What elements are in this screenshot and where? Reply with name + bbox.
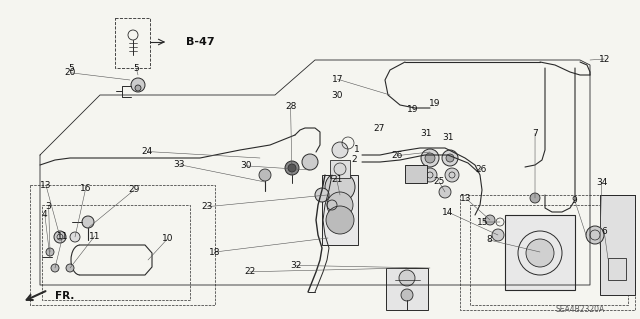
Circle shape	[46, 248, 54, 256]
Circle shape	[485, 215, 495, 225]
Bar	[30, 185, 215, 305]
Text: 13: 13	[460, 194, 472, 203]
Text: 9: 9	[572, 196, 577, 205]
Circle shape	[54, 231, 66, 243]
Text: FR.: FR.	[55, 291, 74, 301]
Circle shape	[526, 239, 554, 267]
Bar	[505, 215, 575, 290]
Text: 26: 26	[476, 165, 487, 174]
Bar	[322, 175, 358, 245]
Bar	[330, 160, 350, 178]
Circle shape	[259, 169, 271, 181]
Bar	[42, 205, 190, 300]
Circle shape	[446, 154, 454, 162]
Text: 2: 2	[351, 155, 356, 164]
Circle shape	[51, 264, 59, 272]
Text: 22: 22	[244, 267, 255, 276]
Text: 16: 16	[80, 184, 92, 193]
Text: 5: 5	[68, 64, 74, 73]
Bar	[115, 18, 150, 68]
Circle shape	[334, 163, 346, 175]
Circle shape	[530, 193, 540, 203]
Text: 3: 3	[46, 202, 51, 211]
Text: 10: 10	[162, 234, 173, 243]
Text: 33: 33	[173, 160, 185, 169]
Bar	[386, 268, 428, 310]
Text: 30: 30	[241, 161, 252, 170]
Text: 8: 8	[486, 235, 492, 244]
Text: 29: 29	[129, 185, 140, 194]
Text: 5: 5	[134, 64, 139, 73]
Text: 34: 34	[596, 178, 607, 187]
Text: 24: 24	[141, 147, 153, 156]
Circle shape	[315, 188, 329, 202]
Circle shape	[439, 186, 451, 198]
Text: 12: 12	[598, 55, 610, 63]
Text: SEA4B2320A: SEA4B2320A	[555, 306, 604, 315]
Circle shape	[401, 289, 413, 301]
Text: 18: 18	[209, 248, 221, 256]
Circle shape	[492, 229, 504, 241]
Text: 17: 17	[332, 75, 343, 84]
Circle shape	[135, 85, 141, 91]
Circle shape	[325, 172, 355, 202]
Circle shape	[66, 264, 74, 272]
Text: 14: 14	[442, 208, 454, 217]
Text: 19: 19	[429, 99, 441, 108]
Text: 19: 19	[407, 105, 419, 114]
Text: 31: 31	[420, 129, 432, 138]
Text: 27: 27	[373, 124, 385, 133]
Text: 1: 1	[355, 145, 360, 154]
Circle shape	[421, 149, 439, 167]
Circle shape	[285, 161, 299, 175]
Circle shape	[423, 168, 437, 182]
Circle shape	[332, 142, 348, 158]
Text: 31: 31	[442, 133, 454, 142]
Text: 23: 23	[202, 202, 213, 211]
Text: B-47: B-47	[186, 37, 214, 47]
Circle shape	[326, 206, 354, 234]
Circle shape	[288, 164, 296, 172]
Text: 13: 13	[40, 181, 52, 190]
Bar	[405, 165, 427, 183]
Text: 4: 4	[42, 210, 47, 219]
Bar	[600, 195, 635, 295]
Circle shape	[302, 154, 318, 170]
Circle shape	[442, 150, 458, 166]
Circle shape	[445, 168, 459, 182]
Bar	[460, 195, 635, 310]
Circle shape	[70, 232, 80, 242]
Bar	[470, 205, 628, 305]
Circle shape	[131, 78, 145, 92]
Text: 26: 26	[391, 151, 403, 160]
Text: 11: 11	[57, 232, 68, 241]
Text: 15: 15	[477, 218, 488, 226]
Circle shape	[399, 270, 415, 286]
Circle shape	[82, 216, 94, 228]
Text: 6: 6	[602, 227, 607, 236]
Text: 28: 28	[285, 102, 296, 111]
Text: 30: 30	[332, 91, 343, 100]
Circle shape	[425, 153, 435, 163]
Text: 32: 32	[291, 261, 302, 270]
Circle shape	[586, 226, 604, 244]
Bar	[608, 258, 626, 280]
Text: 21: 21	[331, 175, 342, 184]
Circle shape	[327, 192, 353, 218]
Text: 25: 25	[433, 177, 445, 186]
Text: 7: 7	[532, 129, 538, 138]
Text: 11: 11	[89, 232, 100, 241]
Text: 20: 20	[65, 68, 76, 77]
